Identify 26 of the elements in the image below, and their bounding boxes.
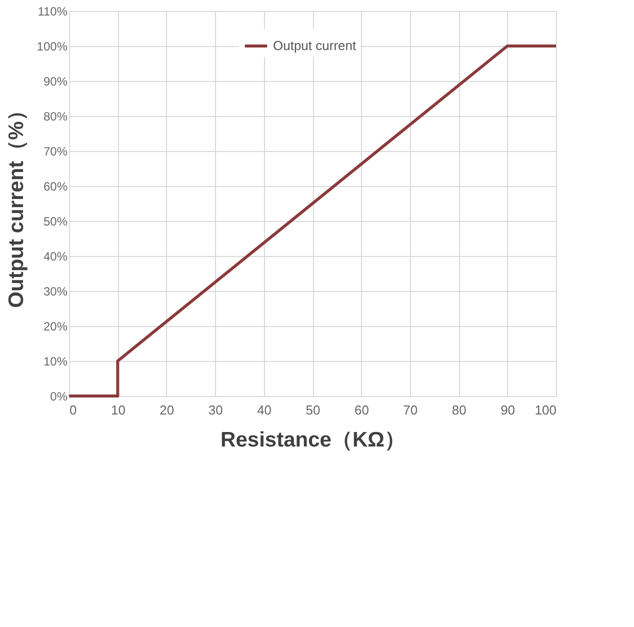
y-tick-label: 60%: [43, 180, 68, 194]
x-tick-label: 40: [257, 402, 272, 418]
y-tick-label: 20%: [43, 320, 68, 334]
y-tick-label: 80%: [43, 110, 68, 124]
x-tick-label: 50: [306, 402, 320, 418]
x-tick-label: 100: [534, 402, 556, 418]
y-tick-label: 50%: [43, 214, 68, 228]
y-tick-label: 0%: [50, 390, 68, 404]
x-tick-label: 0: [70, 402, 77, 418]
x-tick-label: 20: [160, 402, 174, 418]
x-axis-title: Resistance（KΩ）: [220, 428, 406, 452]
y-tick-label: 90%: [43, 74, 68, 88]
x-tick-label: 60: [354, 402, 369, 418]
y-tick-label: 30%: [43, 284, 68, 298]
legend-label: Output current: [273, 38, 356, 53]
y-tick-label: 70%: [43, 144, 68, 158]
y-tick-label: 110%: [38, 4, 68, 18]
y-tick-label: 100%: [36, 40, 68, 54]
x-tick-label: 80: [452, 402, 466, 418]
x-tick-label: 70: [403, 402, 418, 418]
y-axis-title: Output current（%）: [4, 100, 28, 308]
x-tick-label: 30: [208, 402, 223, 418]
x-tick-label: 90: [500, 402, 516, 418]
y-tick-label: 40%: [43, 250, 68, 264]
y-tick-label: 10%: [43, 354, 68, 368]
x-tick-label: 10: [110, 402, 126, 418]
